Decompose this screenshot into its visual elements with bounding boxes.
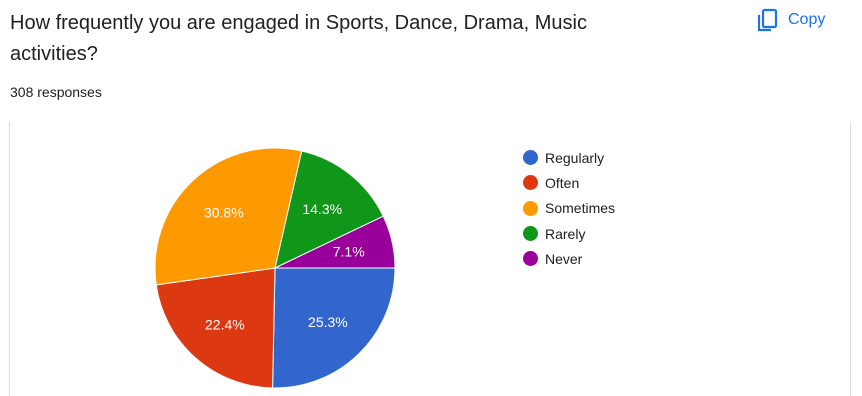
legend-item-never[interactable]: Never [523,246,615,271]
legend-item-regularly[interactable]: Regularly [523,145,615,170]
slice-label-rarely: 14.3% [302,201,342,217]
legend-label: Sometimes [545,200,616,217]
pie-slice-rarely[interactable] [274,150,384,269]
legend-label: Rarely [545,225,586,242]
legend-item-rarely[interactable]: Rarely [523,221,615,246]
legend-swatch [523,226,538,242]
copy-label: Copy [788,11,826,28]
pie-slice-often[interactable] [155,267,276,389]
slice-label-never: 7.1% [333,243,365,259]
pie-slice-never[interactable] [274,215,396,269]
legend-label: Regularly [545,149,605,166]
legend-swatch [523,150,538,166]
chart-legend: Regularly Often Sometimes Rarely Never [523,145,615,271]
legend-label: Often [545,174,580,191]
chart-frame-right [850,122,851,396]
legend-item-often[interactable]: Often [523,170,615,195]
pie-slice-sometimes[interactable] [154,147,303,286]
legend-swatch [523,251,538,267]
legend-swatch [523,175,538,191]
legend-label: Never [545,250,583,267]
legend-item-sometimes[interactable]: Sometimes [523,196,615,221]
legend-swatch [523,200,538,216]
copy-button[interactable]: Copy [752,6,829,34]
pie-slice-regularly[interactable] [272,267,396,389]
chart-frame-left [9,122,10,396]
question-title: How frequently you are engaged in Sports… [10,12,587,65]
slice-label-sometimes: 30.8% [204,204,244,220]
copy-icon [756,8,778,32]
slice-label-regularly: 25.3% [308,314,348,330]
response-count: 308 responses [10,84,102,100]
slice-label-often: 22.4% [205,317,245,333]
